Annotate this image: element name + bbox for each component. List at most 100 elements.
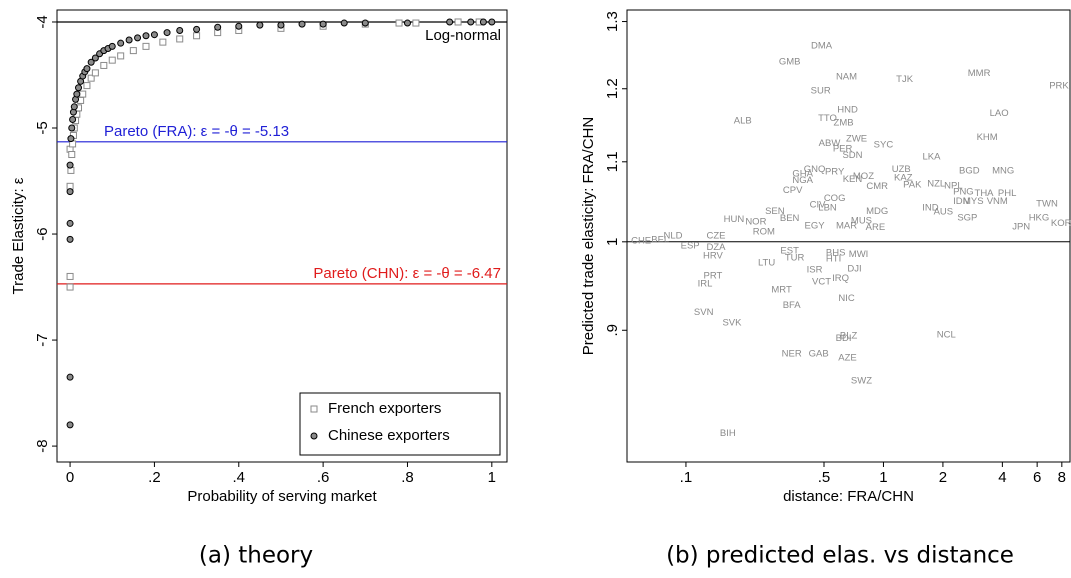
country-label: NAM <box>836 71 857 82</box>
country-label: SVN <box>694 307 714 318</box>
plot-frame <box>56 9 508 463</box>
country-label: THA <box>975 188 995 199</box>
caption: (a) theory <box>199 543 313 569</box>
country-label: DJI <box>847 264 861 275</box>
legend-marker <box>310 432 318 440</box>
country-label: AZE <box>838 352 856 363</box>
country-label: PRK <box>1049 80 1069 91</box>
x-tick-label: .6 <box>317 469 330 486</box>
marker-circle <box>163 29 171 37</box>
country-label: MNG <box>992 166 1014 177</box>
marker-square <box>66 283 74 291</box>
country-label: IRL <box>698 279 713 290</box>
country-label: HRV <box>703 251 724 262</box>
marker-circle <box>446 18 454 26</box>
x-tick-label: .4 <box>233 469 246 486</box>
country-label: LBN <box>818 203 837 214</box>
marker-square <box>412 19 420 27</box>
country-label: MRT <box>771 285 792 296</box>
country-label: LAO <box>990 108 1009 119</box>
x-axis-title: distance: FRA/CHN <box>783 488 914 505</box>
country-label: BHS <box>826 247 846 258</box>
marker-circle <box>87 58 95 66</box>
y-tick-label: 1.2 <box>604 78 621 99</box>
country-label: PAK <box>903 180 922 191</box>
marker-square <box>142 42 150 50</box>
marker-circle <box>488 18 496 26</box>
country-label: TTO <box>818 113 837 124</box>
country-label: BLZ <box>840 330 858 341</box>
y-tick-label: 1.1 <box>604 151 621 172</box>
x-tick-label: .1 <box>680 469 693 486</box>
country-label: EST <box>780 246 799 257</box>
country-label: JPN <box>1012 221 1030 232</box>
country-label: IND <box>922 203 939 214</box>
country-label: UZB <box>892 164 911 175</box>
panel: .9 1 1.1 1.2 1.3 .1 .5 1 2 4 6 8 distance: FRA/CHN Pr… <box>580 9 1071 569</box>
marker-square <box>83 82 91 90</box>
country-label: HND <box>837 105 858 116</box>
marker-square <box>176 35 184 43</box>
marker-circle <box>66 161 74 169</box>
marker-square <box>100 61 108 69</box>
country-label: SDN <box>842 150 862 161</box>
country-label: HUN <box>724 214 745 225</box>
legend-box <box>299 392 501 456</box>
country-label: TJK <box>896 74 914 85</box>
country-label: SYC <box>874 140 894 151</box>
country-label: ESP <box>681 241 700 252</box>
country-label: GHA <box>792 169 813 180</box>
country-label: MMR <box>968 68 991 79</box>
country-label: KAZ <box>894 172 913 183</box>
marker-circle <box>66 235 74 243</box>
x-tick-label: 8 <box>1058 469 1066 486</box>
country-label: LTU <box>758 258 775 269</box>
country-label: ROM <box>753 226 775 237</box>
country-label: ARE <box>866 222 886 233</box>
marker-circle <box>176 26 184 34</box>
marker-square <box>395 19 403 27</box>
country-label: HKG <box>1029 212 1050 223</box>
legend-label: Chinese exporters <box>328 427 450 444</box>
y-axis-title: Trade Elasticity: ε <box>10 177 27 294</box>
marker-circle <box>83 65 91 73</box>
country-label: NIC <box>838 293 855 304</box>
marker-circle <box>256 21 264 29</box>
country-label: MOZ <box>853 171 874 182</box>
marker-circle <box>340 19 348 27</box>
country-label: NZL <box>927 179 945 190</box>
marker-circle <box>479 18 487 26</box>
marker-circle <box>66 373 74 381</box>
country-label: MDG <box>866 206 888 217</box>
marker-circle <box>467 18 475 26</box>
country-label: PRY <box>825 166 845 177</box>
country-label: PNG <box>953 187 974 198</box>
reference-label: Pareto (FRA): ε = -θ = -5.13 <box>104 123 289 140</box>
country-label: SEN <box>765 206 785 217</box>
marker-circle <box>298 20 306 28</box>
marker-circle <box>91 54 99 62</box>
x-tick-label: .8 <box>401 469 414 486</box>
country-label: PER <box>833 143 853 154</box>
country-label: EGY <box>805 221 826 232</box>
x-tick-label: 6 <box>1033 469 1041 486</box>
x-tick-label: 2 <box>939 469 947 486</box>
marker-circle <box>150 31 158 39</box>
x-tick-label: 1 <box>879 469 887 486</box>
marker-square <box>193 32 201 40</box>
country-label: AUS <box>934 207 954 218</box>
country-label: NPL <box>944 180 962 191</box>
country-label: ISR <box>807 264 823 275</box>
marker-square <box>108 56 116 64</box>
country-label: ZMB <box>834 118 854 129</box>
country-label: TUR <box>785 252 805 263</box>
country-label: GMB <box>779 56 801 67</box>
marker-square <box>91 69 99 77</box>
marker-square <box>79 90 87 98</box>
country-label: KOR <box>1051 218 1071 229</box>
y-tick-label: -6 <box>34 227 51 240</box>
country-label: MUS <box>851 216 872 227</box>
y-tick-label: -8 <box>34 439 51 452</box>
marker-circle <box>117 39 125 47</box>
country-label: KEN <box>843 174 863 185</box>
